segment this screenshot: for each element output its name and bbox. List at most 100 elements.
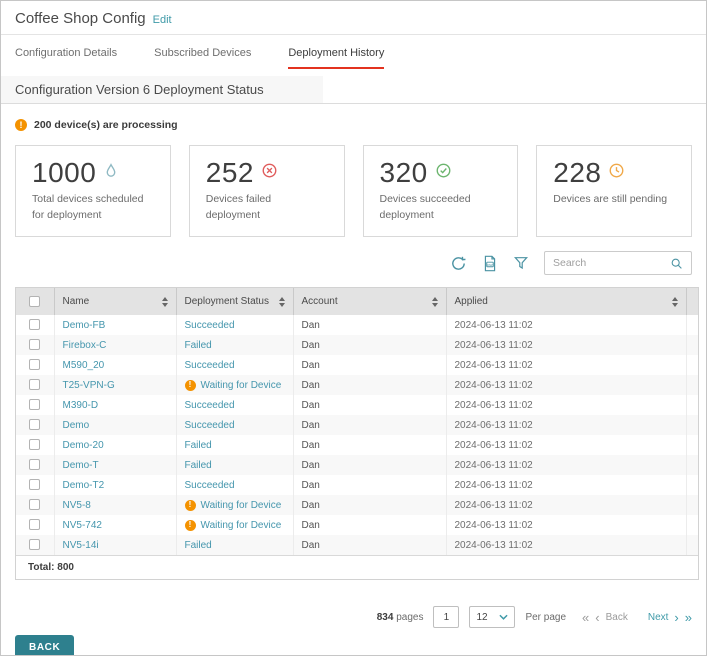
processing-alert: ! 200 device(s) are processing [15,119,692,131]
deployment-status[interactable]: Succeeded [184,419,235,431]
next-page-icon[interactable]: › [674,609,679,625]
row-checkbox[interactable] [29,539,41,551]
account-cell: Dan [293,535,447,555]
edit-link[interactable]: Edit [152,14,172,26]
circle-x-icon [262,163,277,178]
column-label: Applied [454,296,488,307]
tab-configuration-details[interactable]: Configuration Details [15,47,118,59]
table-row: Demo-20 !Failed Dan 2024-06-13 11:02 [16,435,698,455]
tab-deployment-history[interactable]: Deployment History [288,47,385,69]
row-checkbox[interactable] [29,379,41,391]
deployment-status[interactable]: Succeeded [184,399,235,411]
sort-icon [431,296,438,307]
deployment-status[interactable]: Failed [184,539,212,551]
column-header-name[interactable]: Name [54,288,177,315]
chevron-down-icon [499,614,509,620]
device-name-link[interactable]: NV5-8 [62,499,91,511]
column-header-deployment-status[interactable]: Deployment Status [176,288,294,315]
next-page-link[interactable]: Next [647,611,669,623]
deployment-status[interactable]: Succeeded [184,319,235,331]
row-checkbox[interactable] [29,479,41,491]
row-checkbox[interactable] [29,419,41,431]
search-icon[interactable] [670,257,683,270]
column-label: Deployment Status [184,296,270,307]
table-row: Demo !Succeeded Dan 2024-06-13 11:02 [16,415,698,435]
succeeded-value: 320 [379,157,428,188]
search-input[interactable] [553,257,670,269]
applied-cell: 2024-06-13 11:02 [446,515,687,535]
last-page-icon[interactable]: » [684,609,692,625]
deployment-status[interactable]: Succeeded [184,479,235,491]
row-checkbox[interactable] [29,439,41,451]
row-checkbox[interactable] [29,499,41,511]
row-checkbox[interactable] [29,459,41,471]
device-name-link[interactable]: NV5-742 [62,519,102,531]
device-name-link[interactable]: Demo-FB [62,319,106,331]
filter-icon[interactable] [513,255,529,271]
applied-cell: 2024-06-13 11:02 [446,495,687,515]
device-name-link[interactable]: T25-VPN-G [62,379,115,391]
applied-cell: 2024-06-13 11:02 [446,435,687,455]
droplet-icon [104,163,118,179]
total-scheduled-label: Total devices scheduled for deployment [32,193,144,221]
row-checkbox[interactable] [29,399,41,411]
deployment-table: Name Deployment Status Account Applied D… [15,287,699,580]
circle-check-icon [436,163,451,178]
clock-icon [609,163,624,178]
table-row: Firebox-C !Failed Dan 2024-06-13 11:02 [16,335,698,355]
applied-cell: 2024-06-13 11:02 [446,415,687,435]
account-cell: Dan [293,515,447,535]
table-row: M590_20 !Succeeded Dan 2024-06-13 11:02 [16,355,698,375]
back-page-link[interactable]: Back [605,611,628,623]
first-page-icon[interactable]: « [582,609,590,625]
deployment-status[interactable]: Succeeded [184,359,235,371]
deployment-status[interactable]: Failed [184,459,212,471]
card-pending: 228 Devices are still pending [536,145,692,237]
refresh-icon[interactable] [450,255,467,272]
previous-page-icon[interactable]: ‹ [595,609,600,625]
account-cell: Dan [293,455,447,475]
device-name-link[interactable]: Demo-20 [62,439,104,451]
deployment-status[interactable]: Waiting for Device [200,499,282,511]
row-checkbox[interactable] [29,319,41,331]
pages-count-label: pages [396,611,424,623]
device-name-link[interactable]: Demo-T [62,459,99,471]
tab-subscribed-devices[interactable]: Subscribed Devices [154,47,252,59]
deployment-status[interactable]: Failed [184,439,212,451]
account-cell: Dan [293,335,447,355]
device-name-link[interactable]: Firebox-C [62,339,107,351]
pages-count: 834 pages [377,612,424,623]
deployment-status[interactable]: Waiting for Device [200,379,282,391]
column-header-account[interactable]: Account [293,288,447,315]
csv-export-icon[interactable]: csv [482,255,498,272]
account-cell: Dan [293,355,447,375]
back-button[interactable]: BACK [15,635,75,655]
row-checkbox[interactable] [29,339,41,351]
pagination: 834 pages 12 Per page « ‹ Back Next › » [15,606,692,628]
row-checkbox[interactable] [29,519,41,531]
succeeded-label: Devices succeeded deployment [379,193,471,221]
device-name-link[interactable]: M390-D [62,399,99,411]
select-all-checkbox-cell [16,288,55,315]
device-name-link[interactable]: Demo-T2 [62,479,105,491]
column-label: Account [301,296,338,307]
device-name-link[interactable]: Demo [62,419,90,431]
select-all-checkbox[interactable] [29,295,41,307]
table-row: M390-D !Succeeded Dan 2024-06-13 11:02 [16,395,698,415]
applied-cell: 2024-06-13 11:02 [446,455,687,475]
sort-icon [278,296,285,307]
alert-text: 200 device(s) are processing [34,119,178,131]
device-name-link[interactable]: M590_20 [62,359,105,371]
column-header-applied[interactable]: Applied [446,288,687,315]
section-header: Configuration Version 6 Deployment Statu… [1,76,706,104]
deployment-status[interactable]: Failed [184,339,212,351]
status-warning-icon: ! [184,379,196,391]
status-warning-icon: ! [184,519,196,531]
account-cell: Dan [293,415,447,435]
per-page-select[interactable]: 12 [469,606,516,628]
row-checkbox[interactable] [29,359,41,371]
deployment-status[interactable]: Waiting for Device [200,519,282,531]
account-cell: Dan [293,315,447,335]
device-name-link[interactable]: NV5-14i [62,539,99,551]
page-number-input[interactable] [433,606,460,628]
